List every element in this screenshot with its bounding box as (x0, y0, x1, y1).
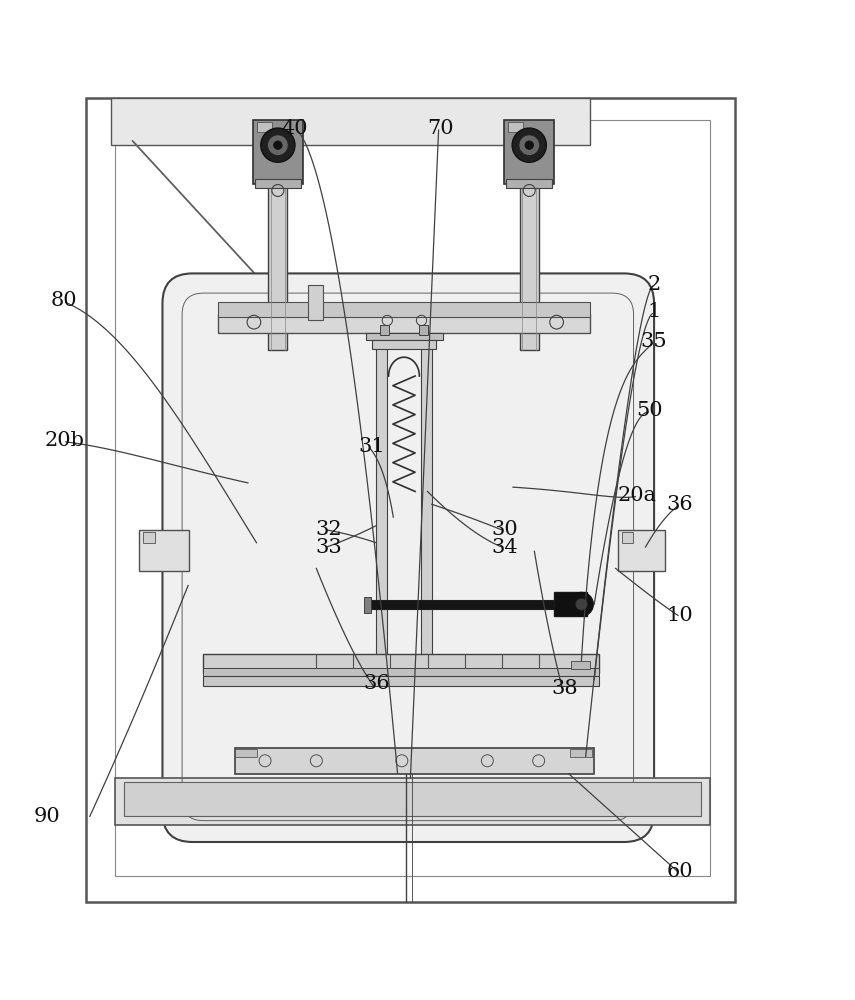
Text: 80: 80 (50, 291, 78, 310)
Bar (218, 302, 590, 317)
Bar (364, 597, 371, 613)
Circle shape (525, 141, 534, 149)
Bar (255, 179, 301, 188)
Bar (143, 532, 155, 543)
Text: 36: 36 (363, 674, 390, 693)
Bar (421, 346, 432, 662)
Text: 1: 1 (647, 302, 661, 321)
Circle shape (575, 598, 587, 610)
Bar (203, 676, 598, 686)
Bar (368, 600, 564, 609)
Bar (506, 179, 552, 188)
FancyBboxPatch shape (162, 273, 654, 842)
Text: 70: 70 (427, 119, 454, 138)
Circle shape (261, 128, 295, 162)
Bar (372, 340, 436, 349)
Bar (308, 285, 323, 320)
Bar (139, 530, 189, 571)
Bar (571, 661, 590, 669)
Bar (115, 778, 710, 825)
Bar (618, 530, 665, 571)
Text: 10: 10 (666, 606, 693, 625)
Bar (508, 122, 523, 132)
Circle shape (569, 592, 593, 616)
Text: 20a: 20a (617, 486, 657, 505)
Bar (124, 782, 701, 816)
Text: 50: 50 (636, 401, 663, 420)
Text: 2: 2 (647, 275, 661, 294)
Bar (253, 120, 303, 184)
Bar (256, 122, 272, 132)
Text: 20b: 20b (44, 431, 84, 450)
Bar (366, 333, 443, 340)
Bar (86, 98, 735, 902)
Circle shape (519, 135, 540, 155)
Bar (203, 668, 598, 677)
Bar (115, 120, 710, 876)
Bar (380, 325, 389, 335)
Text: 60: 60 (666, 862, 693, 881)
Bar (203, 654, 598, 673)
Bar (218, 314, 590, 333)
Bar (504, 120, 554, 184)
Text: 31: 31 (358, 437, 386, 456)
Text: 32: 32 (315, 520, 343, 539)
Text: 34: 34 (491, 538, 518, 557)
Circle shape (274, 141, 282, 149)
Circle shape (268, 135, 288, 155)
Text: 35: 35 (640, 332, 668, 351)
Bar (235, 748, 594, 774)
Circle shape (512, 128, 546, 162)
Bar (520, 184, 539, 350)
Bar (235, 749, 256, 757)
Text: 38: 38 (551, 679, 578, 698)
Bar (554, 592, 587, 616)
Text: 90: 90 (33, 807, 61, 826)
Bar (376, 346, 387, 662)
Bar (419, 325, 428, 335)
Text: 30: 30 (491, 520, 518, 539)
Text: 36: 36 (666, 495, 693, 514)
Bar (622, 532, 633, 543)
Text: 33: 33 (315, 538, 343, 557)
Bar (570, 749, 592, 757)
Bar (268, 184, 287, 350)
Text: 40: 40 (281, 119, 309, 138)
Bar (111, 98, 590, 145)
